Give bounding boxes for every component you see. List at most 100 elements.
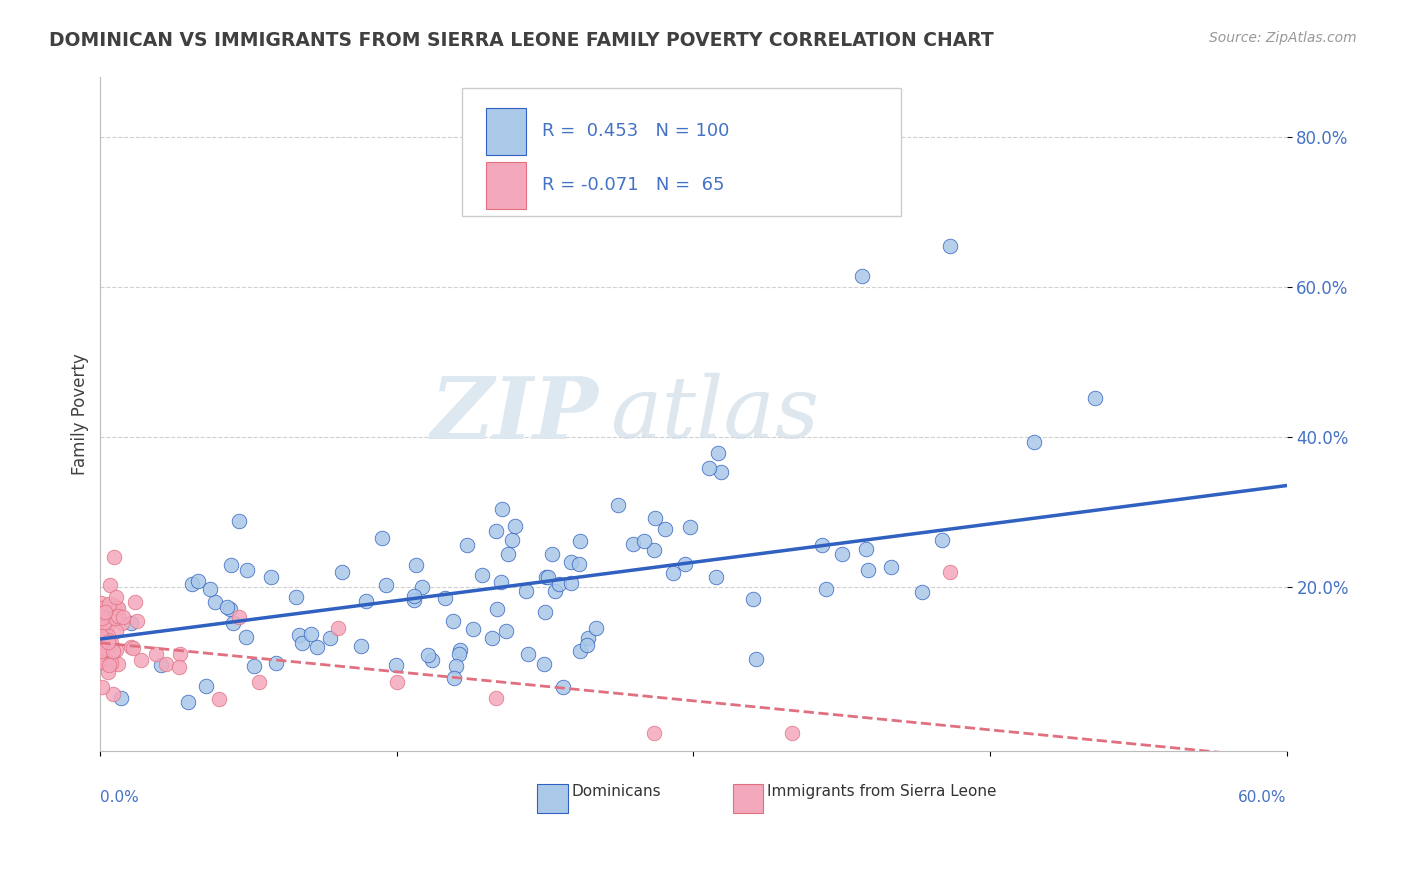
Point: [568, 558, 591, 572]
Point: [103, 611, 125, 625]
Point: [673, 557, 696, 571]
Point: [97, 632, 120, 647]
Point: [299, 627, 322, 641]
Point: [704, 570, 727, 584]
Point: [107, 601, 129, 615]
Point: [496, 548, 519, 562]
Point: [831, 548, 853, 562]
Point: [107, 657, 129, 671]
Text: 0.0%: 0.0%: [100, 790, 139, 805]
Point: [710, 465, 733, 479]
Point: [131, 653, 153, 667]
Point: [679, 519, 702, 533]
Point: [195, 679, 218, 693]
Point: [120, 615, 142, 630]
Point: [463, 622, 485, 636]
Point: [814, 582, 837, 596]
Point: [90, 611, 112, 625]
Point: [354, 594, 377, 608]
Point: [449, 647, 471, 661]
Point: [495, 624, 517, 639]
Point: [96, 657, 118, 671]
Point: [491, 502, 513, 516]
Y-axis label: Family Poverty: Family Poverty: [72, 353, 89, 475]
Point: [169, 659, 191, 673]
Point: [103, 549, 125, 564]
Point: [259, 570, 281, 584]
Point: [607, 499, 630, 513]
Point: [97, 617, 120, 632]
FancyBboxPatch shape: [463, 87, 901, 216]
Point: [180, 577, 202, 591]
Point: [385, 674, 408, 689]
Point: [177, 695, 200, 709]
Point: [91, 680, 114, 694]
Point: [633, 534, 655, 549]
Point: [741, 591, 763, 606]
Point: [200, 582, 222, 596]
Point: [101, 644, 124, 658]
Point: [98, 657, 121, 672]
Point: [204, 595, 226, 609]
Point: [91, 644, 114, 658]
Point: [485, 602, 508, 616]
Point: [100, 636, 122, 650]
Point: [879, 559, 901, 574]
Point: [643, 725, 665, 739]
Point: [707, 446, 730, 460]
Point: [449, 643, 471, 657]
Point: [662, 566, 685, 580]
Point: [97, 634, 120, 648]
Point: [91, 617, 114, 632]
Point: [931, 533, 953, 547]
Point: [585, 621, 607, 635]
Point: [402, 589, 425, 603]
Point: [243, 659, 266, 673]
Text: ZIP: ZIP: [430, 373, 599, 456]
Text: Immigrants from Sierra Leone: Immigrants from Sierra Leone: [768, 784, 997, 799]
Point: [90, 655, 112, 669]
Point: [94, 647, 117, 661]
Point: [288, 628, 311, 642]
Point: [481, 631, 503, 645]
Point: [247, 675, 270, 690]
Point: [621, 537, 644, 551]
Point: [187, 574, 209, 588]
Point: [222, 615, 245, 630]
Point: [544, 584, 567, 599]
Point: [416, 648, 439, 662]
Point: [515, 583, 537, 598]
Point: [858, 562, 880, 576]
FancyBboxPatch shape: [486, 162, 526, 209]
Point: [104, 642, 127, 657]
Point: [441, 614, 464, 628]
Point: [208, 691, 231, 706]
Point: [90, 611, 112, 625]
Point: [91, 631, 114, 645]
Point: [326, 622, 349, 636]
Point: [375, 578, 398, 592]
Point: [101, 687, 124, 701]
Point: [121, 640, 143, 655]
Point: [855, 541, 877, 556]
Point: [89, 596, 111, 610]
Point: [98, 597, 121, 611]
Point: [456, 538, 478, 552]
Point: [228, 609, 250, 624]
Point: [236, 563, 259, 577]
Point: [90, 649, 112, 664]
Point: [782, 725, 804, 739]
Text: R =  0.453   N = 100: R = 0.453 N = 100: [541, 122, 728, 140]
Point: [90, 653, 112, 667]
Point: [547, 577, 569, 591]
Point: [284, 590, 307, 604]
Point: [939, 239, 962, 253]
Point: [533, 657, 555, 671]
Point: [90, 629, 112, 643]
Point: [350, 639, 373, 653]
Point: [145, 647, 167, 661]
Text: Dominicans: Dominicans: [571, 784, 661, 799]
Point: [105, 601, 128, 615]
Point: [484, 524, 506, 538]
Point: [100, 657, 122, 671]
